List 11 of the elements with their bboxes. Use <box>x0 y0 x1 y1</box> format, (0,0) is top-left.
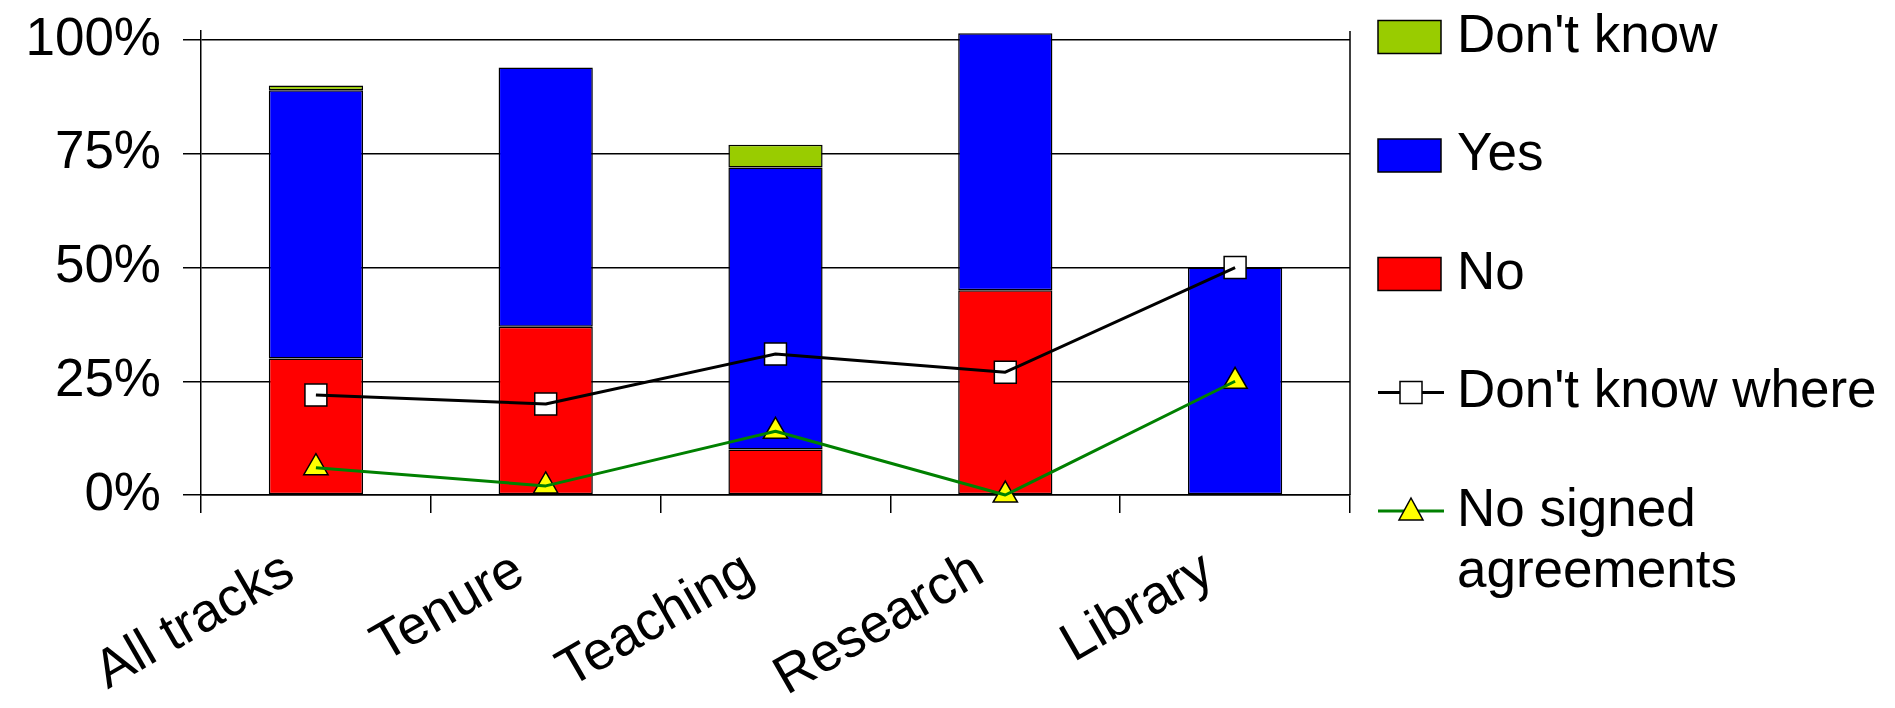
y-tick-label: 0% <box>84 461 161 521</box>
legend-label: No <box>1457 240 1525 300</box>
y-tick-label: 25% <box>54 347 161 407</box>
legend-label: No signed agreements <box>1457 477 1737 598</box>
y-tick-label: 75% <box>54 120 161 180</box>
x-tick-label: All tracks <box>83 537 303 699</box>
y-tick-label: 50% <box>54 234 161 294</box>
legend-label: Don't know <box>1457 3 1719 63</box>
legend-label: Yes <box>1457 122 1544 182</box>
legend-label: Don't know where <box>1457 359 1877 419</box>
y-tick-label: 100% <box>25 6 161 66</box>
